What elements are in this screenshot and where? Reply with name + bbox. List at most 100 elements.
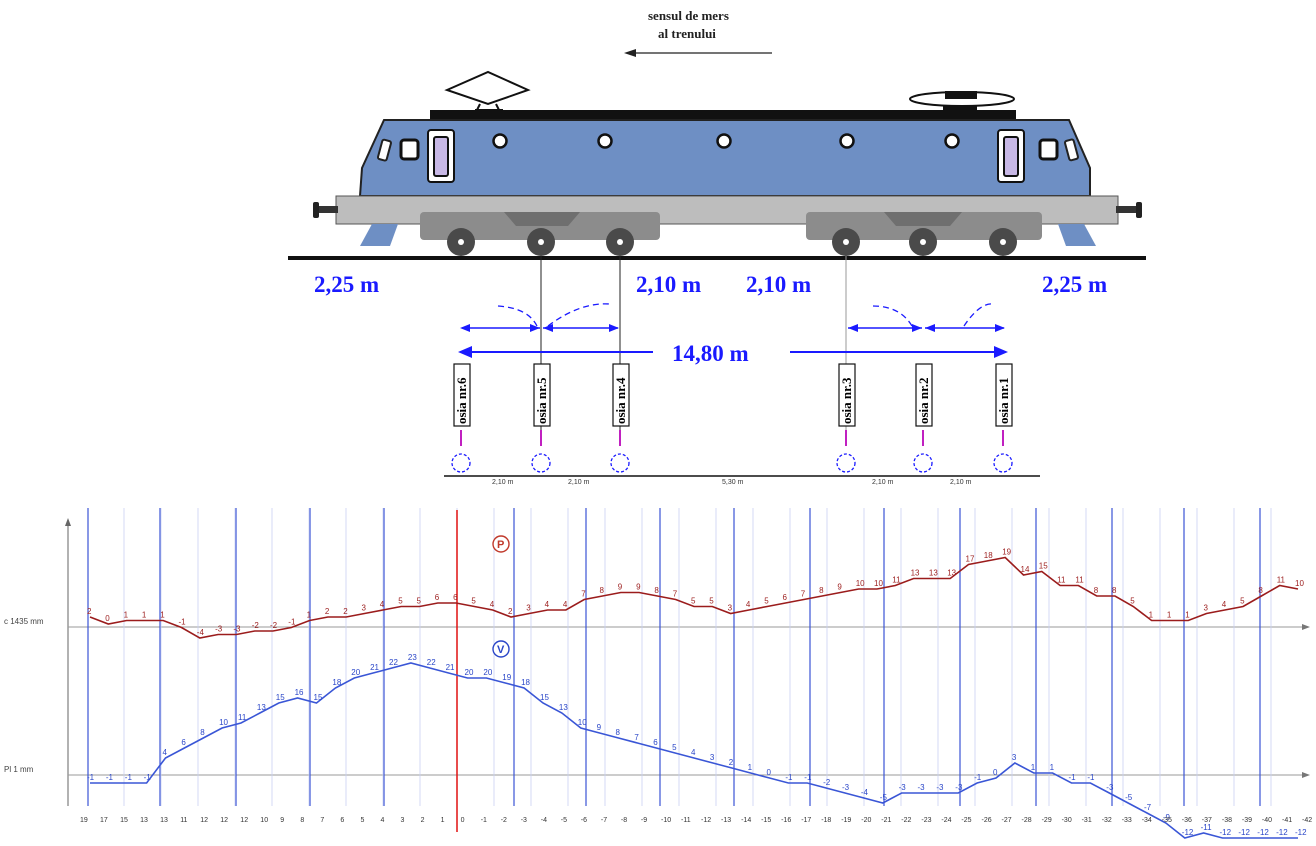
curve-value-label: -3 [1106, 783, 1114, 792]
x-tick-label: -40 [1262, 817, 1272, 824]
x-tick-label: -15 [761, 817, 771, 824]
curve-value-label: -3 [955, 783, 963, 792]
curve-value-label: 19 [1002, 548, 1011, 557]
cab-window-right-front [1063, 138, 1079, 162]
curve-value-label: 5 [764, 597, 769, 606]
curve-value-label: 23 [408, 653, 417, 662]
curve-value-label: 2 [325, 607, 330, 616]
curve-value-label: -2 [823, 778, 831, 787]
curve-value-label: 7 [634, 733, 639, 742]
curve-value-label: -3 [233, 625, 241, 634]
axle-1-label: osia nr.1 [996, 378, 1011, 424]
curve-value-label: 15 [1039, 562, 1048, 571]
x-tick-label: -21 [881, 817, 891, 824]
axle-6-circle-icon [451, 453, 471, 473]
curve-value-label: 0 [767, 768, 772, 777]
x-tick-label: -7 [601, 817, 607, 824]
x-tick-label: 2 [421, 817, 425, 824]
direction-line2: al trenului [658, 26, 716, 41]
curve-value-label: 20 [351, 668, 360, 677]
bogie-right [806, 212, 1042, 240]
pantograph-right-icon [909, 91, 1015, 113]
bottom-baseline-arrow-icon [1302, 772, 1310, 778]
x-tick-label: -14 [741, 817, 751, 824]
curve-value-label: 13 [559, 703, 568, 712]
x-tick-label: 13 [160, 817, 168, 824]
curve-value-label: -1 [1087, 773, 1095, 782]
axle-1-circle-icon [993, 453, 1013, 473]
porthole-5 [944, 133, 960, 149]
curve-value-label: 20 [483, 668, 492, 677]
axle-6: osia nr.6 [451, 363, 471, 473]
x-tick-label: 1 [441, 817, 445, 824]
x-tick-label: -19 [841, 817, 851, 824]
curve-value-label: 1 [142, 611, 147, 620]
x-tick-label: 9 [280, 817, 284, 824]
curve-value-label: 1 [1185, 611, 1190, 620]
x-tick-label: -18 [821, 817, 831, 824]
curve-value-label: 15 [314, 693, 323, 702]
curve-value-label: -12 [1295, 828, 1307, 837]
direction-line1: sensul de mers [648, 8, 729, 23]
x-tick-label: -32 [1102, 817, 1112, 824]
curve-value-label: 2 [343, 607, 348, 616]
top-curve-values: 20 1 1 1-1-4 -3 -3 -2 -2 -11 2 2 3 4 5 5 6 6 5 42 3 4 47 8 9 9 8 7… [87, 548, 1304, 638]
curve-value-label: 0 [105, 614, 110, 623]
curve-value-label: 11 [1057, 576, 1066, 585]
curve-value-label: 11 [238, 713, 247, 722]
axle-4: osia nr.4 [610, 363, 630, 473]
marker-p-label: P [497, 539, 504, 551]
curve-value-label: -5 [1125, 793, 1133, 802]
curve-value-label: 4 [163, 748, 168, 757]
x-tick-label: 10 [260, 817, 268, 824]
axle-6-label: osia nr.6 [454, 377, 469, 424]
direction-arrow-icon [624, 49, 636, 57]
axle-5: osia nr.5 [531, 363, 551, 473]
curve-value-label: 9 [636, 583, 641, 592]
curve-value-label: 22 [389, 658, 398, 667]
curve-value-label: 1 [1149, 611, 1154, 620]
curve-value-label: -5 [880, 793, 888, 802]
cab-window-left-front [376, 138, 392, 162]
porthole-1 [492, 133, 508, 149]
axle-spacing-4: 2,10 m [872, 479, 894, 486]
top-baseline-label: c 1435 mm [4, 617, 44, 626]
x-tick-label: -37 [1202, 817, 1212, 824]
x-tick-label: -25 [961, 817, 971, 824]
curve-value-label: -3 [215, 625, 223, 634]
curve-value-label: -1 [288, 618, 296, 627]
curve-value-label: 5 [691, 597, 696, 606]
curve-value-label: 22 [427, 658, 436, 667]
marker-p-icon [492, 535, 510, 553]
curve-value-label: -1 [974, 773, 982, 782]
x-tick-label: -17 [801, 817, 811, 824]
dim-arc-4 [963, 303, 995, 327]
x-tick-label: 6 [340, 817, 344, 824]
curve-value-label: 5 [1130, 597, 1135, 606]
x-tick-label: 12 [220, 817, 228, 824]
curve-value-label: 7 [581, 590, 586, 599]
dimension-lines: 2,25 m 2,10 m 2,10 m 2,25 m 14,80 m [314, 256, 1107, 445]
bogie-left [420, 212, 660, 240]
axle-labels: osia nr.6 osia nr.5 osia nr.4 osia nr.3 … [444, 363, 1040, 486]
dim-bogie-right: 2,10 m [746, 272, 811, 297]
curve-value-label: -3 [936, 783, 944, 792]
curve-value-label: 13 [929, 569, 938, 578]
axle-4-circle-icon [610, 453, 630, 473]
curve-value-label: 9 [597, 723, 602, 732]
curve-value-label: 2 [87, 607, 92, 616]
deviation-chart: c 1435 mm Pl 1 mm P V 20 1 1 1-1-4 -3 -3 -2 -2-… [4, 508, 1312, 839]
dim-total-length: 14,80 m [672, 341, 749, 366]
curve-value-label: 4 [691, 748, 696, 757]
x-tick-label: 8 [300, 817, 304, 824]
x-tick-label: 19 [80, 817, 88, 824]
curve-value-label: -12 [1220, 828, 1232, 837]
curve-value-label: -12 [1182, 828, 1194, 837]
x-tick-label: -5 [561, 817, 567, 824]
top-baseline-arrow-icon [1302, 624, 1310, 630]
total-arrow-left-icon [458, 346, 472, 358]
x-tick-label: -23 [921, 817, 931, 824]
curve-value-label: 10 [856, 579, 865, 588]
curve-value-label: 5 [398, 597, 403, 606]
